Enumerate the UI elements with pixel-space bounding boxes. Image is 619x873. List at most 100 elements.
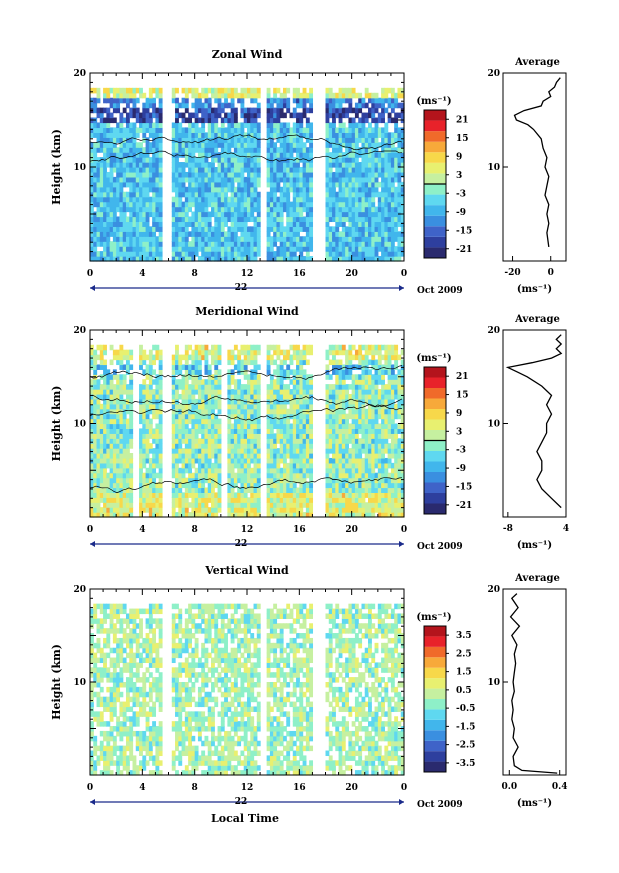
heatmap-cell (181, 216, 186, 223)
heatmap-cell (197, 403, 202, 410)
heatmap-cell (341, 97, 346, 104)
heatmap-cell (256, 152, 261, 158)
heatmap-cell (211, 127, 215, 133)
heatmap-cell (93, 226, 98, 232)
heatmap-cell (377, 482, 382, 489)
heatmap-cell (325, 393, 330, 400)
heatmap-cell (106, 211, 111, 218)
heatmap-cell (247, 502, 251, 508)
heatmap-cell (345, 92, 349, 99)
heatmap-cell (374, 472, 379, 479)
heatmap-cell (240, 186, 245, 193)
heatmap-cell (220, 107, 225, 114)
heatmap-cell (119, 472, 124, 479)
heatmap-cell (93, 201, 98, 208)
heatmap-cell (269, 132, 274, 138)
heatmap-cell (99, 389, 104, 395)
heatmap-cell (364, 408, 369, 415)
heatmap-cell (256, 112, 261, 119)
heatmap-cell (351, 467, 356, 474)
heatmap-cell (158, 448, 163, 454)
heatmap-cell (197, 236, 202, 242)
heatmap-cell (106, 201, 111, 208)
heatmap-cell (279, 162, 284, 168)
heatmap-cell (296, 398, 300, 405)
heatmap-cell (112, 206, 117, 213)
heatmap-cell (247, 408, 251, 415)
heatmap-cell (217, 492, 222, 498)
heatmap-cell (119, 112, 124, 119)
heatmap-cell (194, 443, 199, 449)
heatmap-cell (400, 418, 405, 425)
heatmap-cell (364, 221, 369, 227)
heatmap-cell (250, 251, 255, 257)
heatmap-cell (282, 191, 287, 198)
heatmap-cell (145, 246, 150, 252)
heatmap-cell (201, 112, 206, 119)
heatmap-cell (142, 251, 147, 257)
heatmap-cell (96, 403, 101, 410)
heatmap-cell (90, 477, 94, 484)
heatmap-cell (158, 497, 163, 503)
heatmap-cell (142, 389, 147, 395)
heatmap-cell (152, 132, 157, 138)
heatmap-cell (243, 87, 248, 94)
heatmap-cell (135, 112, 140, 119)
heatmap-cell (269, 492, 274, 498)
heatmap-cell (348, 246, 353, 252)
heatmap-cell (243, 162, 248, 168)
heatmap-cell (309, 206, 314, 213)
heatmap-cell (214, 231, 219, 237)
heatmap-cell (125, 241, 130, 247)
heatmap-cell (240, 448, 245, 454)
heatmap-cell (341, 171, 346, 178)
heatmap-cell (90, 196, 94, 203)
heatmap-cell (217, 251, 222, 257)
heatmap-cell (279, 97, 284, 104)
heatmap-cell (207, 176, 212, 183)
heatmap-cell (211, 467, 215, 474)
heatmap-cell (374, 142, 379, 148)
heatmap-cell (194, 162, 199, 168)
heatmap-cell (299, 132, 304, 138)
heatmap-cell (269, 482, 274, 489)
heatmap-cell (158, 226, 163, 232)
heatmap-cell (207, 482, 212, 489)
heatmap-cell (250, 482, 255, 489)
heatmap-cell (269, 497, 274, 503)
heatmap-cell (338, 137, 343, 143)
heatmap-cell (227, 112, 232, 119)
heatmap-cell (240, 502, 245, 508)
heatmap-cell (286, 251, 291, 257)
heatmap-cell (207, 389, 212, 395)
heatmap-cell (233, 472, 238, 479)
heatmap-cell (240, 157, 245, 163)
heatmap-cell (171, 393, 176, 400)
heatmap-cell (358, 117, 363, 124)
heatmap-cell (237, 403, 242, 410)
heatmap-cell (335, 462, 340, 469)
heatmap-cell (112, 507, 117, 513)
heatmap-cell (335, 157, 340, 163)
heatmap-cell (233, 403, 238, 410)
heatmap-cell (184, 117, 189, 124)
heatmap-cell (158, 393, 163, 400)
heatmap-cell (309, 201, 314, 208)
heatmap-cell (243, 393, 248, 400)
heatmap-cell (299, 127, 304, 133)
heatmap-cell (214, 512, 219, 518)
heatmap-cell (341, 226, 346, 232)
heatmap-cell (142, 226, 147, 232)
heatmap-cell (155, 127, 160, 133)
heatmap-cell (197, 157, 202, 163)
heatmap-cell (188, 152, 192, 158)
heatmap-cell (135, 171, 140, 178)
heatmap-cell (309, 502, 314, 508)
heatmap-cell (377, 408, 382, 415)
heatmap-cell (230, 236, 235, 242)
heatmap-cell (276, 181, 281, 188)
heatmap-cell (171, 423, 176, 430)
heatmap-cell (171, 408, 176, 415)
heatmap-cell (148, 428, 153, 434)
heatmap-cell (106, 186, 111, 193)
